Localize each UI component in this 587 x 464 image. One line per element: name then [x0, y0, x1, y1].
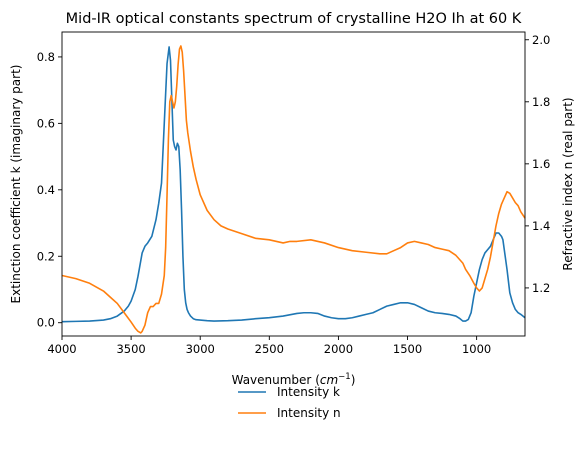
x-tick-label: 1000: [462, 342, 491, 356]
y-axis-left-label: Extinction coefficient k (imaginary part…: [9, 65, 23, 304]
x-tick-label: 1500: [393, 342, 422, 356]
x-tick-label: 4000: [47, 342, 76, 356]
series-line-k: [61, 46, 526, 323]
y-right-tick-label: 2.0: [532, 33, 550, 47]
x-axis-label: Wavenumber (cm−1): [232, 372, 356, 387]
y-left-tick-label: 0.2: [37, 249, 55, 263]
y-right-tick-label: 1.2: [532, 281, 550, 295]
y-left-tick-label: 0.6: [37, 116, 55, 130]
legend-label-k: Intensity k: [277, 385, 340, 399]
y-axis-left: 0.0 0.2 0.4 0.6 0.8: [37, 50, 62, 330]
y-axis-right-label: Refractive index n (real part): [561, 97, 575, 270]
plot-frame: [61, 31, 526, 337]
y-left-tick-label: 0.4: [37, 183, 55, 197]
x-tick-label: 3000: [186, 342, 215, 356]
legend: Intensity k Intensity n: [238, 385, 341, 420]
y-right-tick-label: 1.8: [532, 95, 550, 109]
y-left-tick-label: 0.0: [37, 316, 55, 330]
y-axis-right: 1.2 1.4 1.6 1.8 2.0: [525, 33, 550, 295]
y-right-tick-label: 1.6: [532, 157, 550, 171]
x-axis: 4000 3500 3000 2500 2000 1500 1000: [47, 336, 491, 356]
chart-title: Mid-IR optical constants spectrum of cry…: [66, 11, 522, 27]
y-left-tick-label: 0.8: [37, 50, 55, 64]
legend-label-n: Intensity n: [277, 406, 341, 420]
y-right-tick-label: 1.4: [532, 219, 550, 233]
x-tick-label: 3500: [116, 342, 145, 356]
x-tick-label: 2500: [255, 342, 284, 356]
series-line-n: [61, 45, 526, 334]
x-tick-label: 2000: [324, 342, 353, 356]
plot-lines: [61, 45, 526, 334]
